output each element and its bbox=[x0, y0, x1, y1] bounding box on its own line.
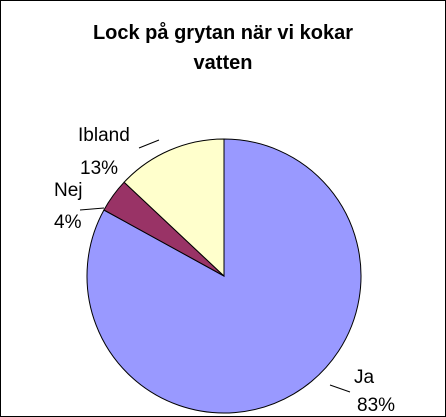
slice-value-label: 13% bbox=[80, 158, 118, 179]
leader-line bbox=[138, 139, 160, 149]
pie-slice bbox=[123, 138, 225, 278]
chart-title: Lock på grytan när vi kokar vatten bbox=[92, 22, 354, 74]
slice-label: Ibland bbox=[78, 125, 130, 146]
slice-value-label: 83% bbox=[357, 395, 395, 416]
pie-slice bbox=[86, 138, 362, 414]
pie bbox=[86, 138, 362, 414]
leader-line bbox=[329, 384, 351, 393]
slice-label: Nej bbox=[54, 180, 83, 201]
slice-value-label: 4% bbox=[54, 212, 82, 233]
leader-line bbox=[79, 207, 105, 211]
slice-label: Ja bbox=[354, 367, 375, 388]
